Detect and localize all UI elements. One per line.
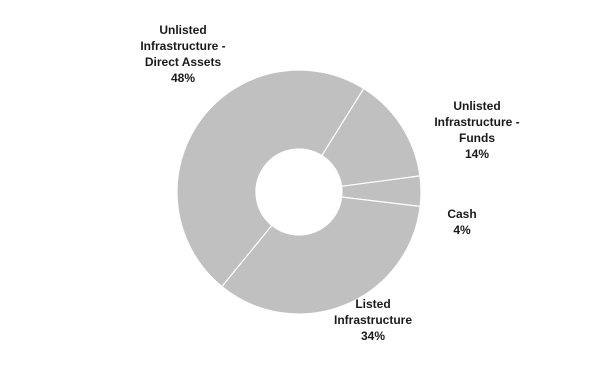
slice-label-line: Infrastructure -	[434, 115, 520, 129]
slice-label-cash: Cash 4%	[432, 206, 492, 238]
slice-percent: 4%	[453, 223, 471, 237]
slice-percent: 34%	[360, 329, 386, 343]
slice-percent: 48%	[170, 71, 196, 85]
slice-label-line: Unlisted	[453, 99, 501, 113]
slice-unlisted-funds	[320, 87, 421, 187]
slice-label-listed-infrastructure: Listed Infrastructure 34%	[318, 296, 428, 344]
slice-label-line: Infrastructure	[333, 313, 413, 327]
slice-unlisted-direct-assets	[176, 69, 365, 288]
slice-label-line: Cash	[447, 207, 477, 221]
slice-percent: 14%	[464, 147, 490, 161]
slice-label-line: Listed	[355, 297, 391, 311]
slice-label-line: Direct Assets	[144, 55, 222, 69]
slice-label-line: Infrastructure -	[140, 39, 226, 53]
slice-label-unlisted-funds: Unlisted Infrastructure - Funds 14%	[412, 98, 542, 162]
slice-label-line: Funds	[459, 131, 495, 145]
slice-label-line: Unlisted	[159, 23, 207, 37]
slice-label-unlisted-direct-assets: Unlisted Infrastructure - Direct Assets …	[118, 22, 248, 86]
